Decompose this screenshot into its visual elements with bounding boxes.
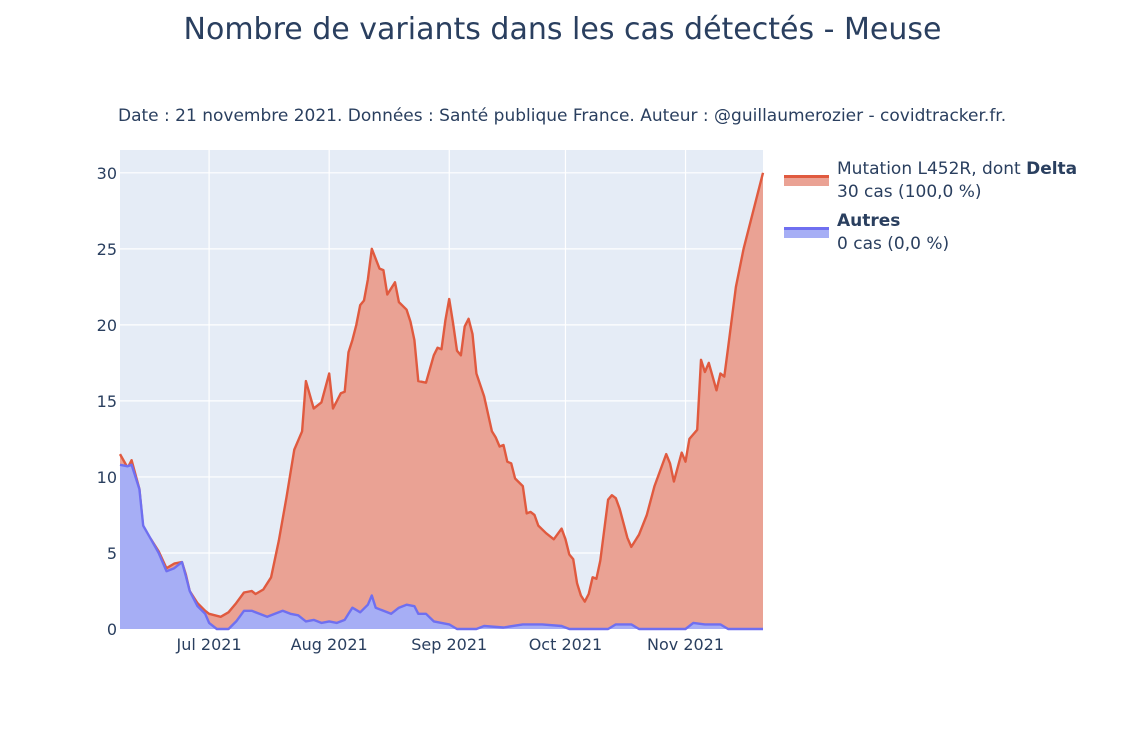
legend-detail: 30 cas (100,0 %) (837, 182, 982, 202)
y-tick-label: 0 (107, 620, 117, 639)
subtitle-clip: Date : 21 novembre 2021. Données : Santé… (0, 0, 1125, 140)
legend-item-autres[interactable]: Autres 0 cas (0,0 %) (784, 210, 1077, 256)
legend-label-bold: Delta (1026, 159, 1078, 179)
y-axis: 0 5 10 15 20 25 30 (97, 164, 117, 639)
line-autres (119, 463, 763, 631)
legend-detail: 0 cas (0,0 %) (837, 234, 950, 254)
y-tick-label: 30 (97, 164, 117, 183)
x-tick-label: Aug 2021 (291, 635, 368, 654)
y-tick-label: 15 (97, 392, 117, 411)
legend-swatch-autres (784, 227, 829, 238)
chart-title: Nombre de variants dans les cas détectés… (183, 12, 942, 47)
legend: Mutation L452R, dont Delta 30 cas (100,0… (784, 158, 1077, 262)
x-axis: Jul 2021 Aug 2021 Sep 2021 Oct 2021 Nov 2021 (176, 635, 725, 654)
y-tick-label: 20 (97, 316, 117, 335)
legend-swatch-delta (784, 175, 829, 186)
area-delta (120, 172, 763, 630)
y-tick-label: 10 (97, 468, 117, 487)
y-tick-label: 25 (97, 240, 117, 259)
legend-label-prefix: Mutation L452R, dont (837, 159, 1027, 179)
x-tick-label: Nov 2021 (647, 635, 724, 654)
x-tick-label: Jul 2021 (176, 635, 242, 654)
line-delta (118, 172, 765, 618)
chart-subtitle: Date : 21 novembre 2021. Données : Santé… (118, 106, 1007, 126)
y-tick-label: 5 (107, 544, 117, 563)
x-tick-label: Sep 2021 (411, 635, 487, 654)
area-autres (120, 464, 763, 629)
legend-item-delta[interactable]: Mutation L452R, dont Delta 30 cas (100,0… (784, 158, 1077, 204)
x-tick-label: Oct 2021 (529, 635, 602, 654)
legend-label-bold: Autres (837, 211, 901, 231)
series-areas (118, 172, 765, 631)
